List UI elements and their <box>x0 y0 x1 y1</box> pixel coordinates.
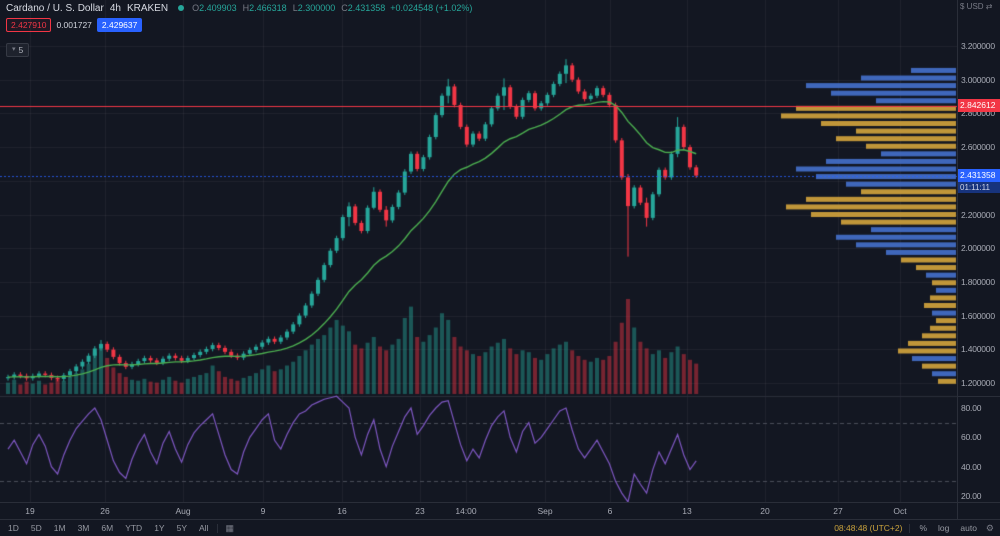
range-button-all[interactable]: All <box>199 523 209 533</box>
calendar-icon[interactable]: ▦ <box>225 522 234 533</box>
price-tick-label: 2.000000 <box>961 243 995 254</box>
time-tick-label: 27 <box>833 506 843 516</box>
high-value: 2.466318 <box>249 3 287 13</box>
price-tick-label: 1.600000 <box>961 310 995 321</box>
time-tick-label: 6 <box>607 506 613 516</box>
range-button-1m[interactable]: 1M <box>53 523 66 533</box>
price-tick-label: 1.800000 <box>961 276 995 287</box>
time-axis[interactable]: 19 26 Aug 9 16 23 14:00 Sep 6 13 20 27 Oct <box>0 502 1000 519</box>
interval-label[interactable]: 4h <box>109 3 121 14</box>
currency-toggle[interactable]: $ USD ⇄ <box>960 2 993 11</box>
symbol-title[interactable]: Cardano / U. S. Dollar <box>6 3 104 14</box>
percent-scale-button[interactable]: % <box>919 523 928 533</box>
low-value: 2.300000 <box>297 3 336 13</box>
time-tick-label: 16 <box>337 506 347 516</box>
time-tick-label: Aug <box>175 506 191 516</box>
price-tick-label: 2.800000 <box>961 108 995 119</box>
red-line-price-value: 2.842612 <box>960 100 996 111</box>
time-tick-label: 19 <box>25 506 35 516</box>
close-value: 2.431358 <box>347 3 386 13</box>
price-tick-label: 3.000000 <box>961 74 995 85</box>
range-button-5d[interactable]: 5D <box>30 523 42 533</box>
time-tick-label: 23 <box>415 506 425 516</box>
auto-scale-button[interactable]: auto <box>960 523 977 533</box>
change-value: +0.024548 (+1.02%) <box>390 3 473 13</box>
indicator-count: 5 <box>18 45 24 55</box>
time-tick-label: 9 <box>260 506 266 516</box>
price-chart-canvas[interactable] <box>0 0 958 502</box>
price-tick-label: 1.200000 <box>961 378 995 388</box>
range-button-1y[interactable]: 1Y <box>154 523 165 533</box>
last-price-value: 2.431358 <box>958 168 1000 182</box>
price-axis[interactable]: $ USD ⇄ 3.200000 3.000000 2.800000 2.600000… <box>957 0 1000 502</box>
price-tick-label: 3.200000 <box>961 41 995 51</box>
range-button-1d[interactable]: 1D <box>8 523 19 533</box>
price-tick-label: 1.400000 <box>961 344 995 355</box>
bid-price-tag[interactable]: 2.427910 <box>6 18 52 32</box>
range-button-ytd[interactable]: YTD <box>125 523 143 533</box>
time-tick-label: 20 <box>760 506 770 516</box>
oscillator-tick-label: 40.00 <box>961 461 982 472</box>
indicator-collapse-button[interactable]: ▾ 5 <box>6 43 30 57</box>
toolbar-divider <box>217 523 219 533</box>
exchange-label[interactable]: KRAKEN <box>126 3 169 14</box>
oscillator-tick-label: 60.00 <box>961 432 982 443</box>
gear-icon[interactable]: ⚙ <box>985 522 994 533</box>
range-button-5y[interactable]: 5Y <box>176 523 187 533</box>
time-tick-label: Sep <box>537 506 553 516</box>
time-tick-label: 14:00 <box>455 506 477 516</box>
time-axis-corner <box>957 503 1000 519</box>
indicator-legend-row: ▾ 5 <box>6 38 472 57</box>
high-label: H <box>242 3 250 13</box>
date-range-group: 1D 5D 1M 3M 6M YTD 1Y 5Y All <box>6 523 210 533</box>
spread-value: 0.001727 <box>56 20 92 30</box>
ask-price-tag[interactable]: 2.429637 <box>96 18 143 32</box>
time-tick-label: Oct <box>893 506 907 516</box>
chevron-down-icon: ▾ <box>12 46 16 53</box>
time-tick-label: 26 <box>100 506 110 516</box>
bid-ask-row: 2.427910 0.001727 2.429637 <box>6 18 472 32</box>
last-price-label[interactable]: 2.431358 01:11:11 <box>958 168 1000 193</box>
clock-label[interactable]: 08:48:48 (UTC+2) <box>834 523 903 533</box>
symbol-info-row: Cardano / U. S. Dollar 4h KRAKEN O2.409903 H… <box>6 3 472 14</box>
range-button-6m[interactable]: 6M <box>101 523 114 533</box>
symbol-legend: Cardano / U. S. Dollar 4h KRAKEN O2.409903 H… <box>6 3 472 57</box>
oscillator-tick-label: 20.00 <box>961 491 982 501</box>
status-dot-icon <box>178 5 185 11</box>
pane-separator[interactable] <box>958 396 1000 397</box>
log-scale-button[interactable]: log <box>938 523 950 533</box>
low-label: L <box>292 3 298 13</box>
range-button-3m[interactable]: 3M <box>77 523 90 533</box>
open-value: 2.409903 <box>199 3 237 13</box>
close-label: C <box>341 3 348 13</box>
price-tick-label: 2.600000 <box>961 142 995 153</box>
chart-panes: Cardano / U. S. Dollar 4h KRAKEN O2.409903 H… <box>0 0 1000 502</box>
red-line-price-label[interactable]: 2.842612 <box>958 99 1000 113</box>
open-label: O <box>192 3 200 13</box>
price-tick-label: 2.200000 <box>961 209 995 220</box>
bar-countdown: 01:11:11 <box>958 181 1000 193</box>
time-tick-label: 13 <box>682 506 692 516</box>
oscillator-tick-label: 80.00 <box>961 403 982 413</box>
toolbar-divider <box>909 523 911 533</box>
bottom-toolbar: 1D 5D 1M 3M 6M YTD 1Y 5Y All ▦ 08:48:48 (UTC+2) … <box>0 519 1000 536</box>
